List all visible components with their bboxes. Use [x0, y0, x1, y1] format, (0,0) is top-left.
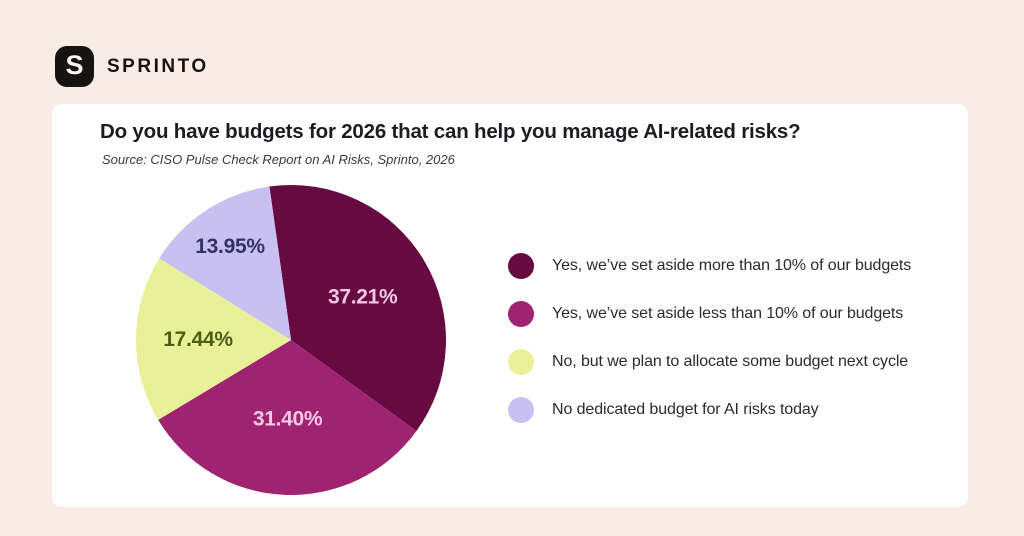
- legend-label: No dedicated budget for AI risks today: [552, 401, 819, 418]
- chart-card: Do you have budgets for 2026 that can he…: [52, 104, 968, 507]
- legend-item: No dedicated budget for AI risks today: [508, 397, 911, 423]
- pie-chart-area: 37.21% 31.40% 17.44% 13.95%: [131, 180, 451, 500]
- pie-slice-label: 37.21%: [328, 285, 398, 308]
- legend-marker-icon: [508, 349, 534, 375]
- legend-label: No, but we plan to allocate some budget …: [552, 353, 909, 370]
- pie-slice: [135, 258, 291, 420]
- pie-slice: [158, 340, 417, 496]
- legend-item: No, but we plan to allocate some budget …: [508, 349, 911, 375]
- legend-marker-icon: [508, 397, 534, 423]
- chart-title: Do you have budgets for 2026 that can he…: [100, 120, 801, 143]
- pie-slice-label: 31.40%: [253, 408, 323, 431]
- pie-slice: [159, 186, 291, 340]
- pie-slice: [269, 185, 447, 432]
- pie-slice-label: 17.44%: [163, 328, 233, 351]
- legend-item: Yes, we’ve set aside less than 10% of ou…: [508, 301, 911, 327]
- pie-slice-label: 13.95%: [195, 235, 265, 258]
- sprinto-logo-icon: S: [55, 46, 94, 87]
- legend: Yes, we’ve set aside more than 10% of ou…: [508, 253, 911, 423]
- logo-s-glyph: S: [65, 50, 84, 80]
- legend-marker-icon: [508, 301, 534, 327]
- legend-label: Yes, we’ve set aside more than 10% of ou…: [552, 257, 912, 274]
- legend-item: Yes, we’ve set aside more than 10% of ou…: [508, 253, 911, 279]
- chart-source: Source: CISO Pulse Check Report on AI Ri…: [102, 152, 455, 167]
- brand-name: SPRINTO: [107, 55, 209, 77]
- pie-chart: 37.21% 31.40% 17.44% 13.95%: [135, 185, 447, 496]
- legend-label: Yes, we’ve set aside less than 10% of ou…: [552, 305, 904, 322]
- legend-marker-icon: [508, 253, 534, 279]
- brand-header: S SPRINTO: [55, 46, 209, 87]
